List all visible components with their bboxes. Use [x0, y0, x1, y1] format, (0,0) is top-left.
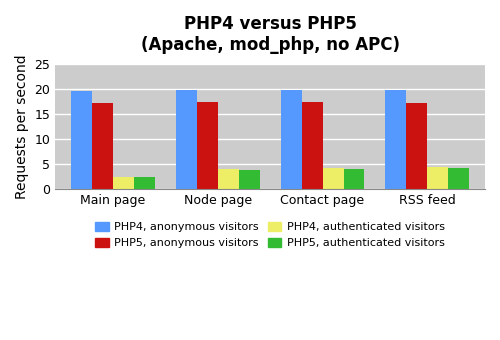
Bar: [302, 102, 322, 189]
Bar: [92, 103, 113, 189]
Bar: [386, 90, 406, 189]
Bar: [448, 168, 469, 189]
Bar: [344, 169, 364, 189]
Bar: [428, 167, 448, 189]
Title: PHP4 versus PHP5
(Apache, mod_php, no APC): PHP4 versus PHP5 (Apache, mod_php, no AP…: [140, 15, 400, 54]
Bar: [280, 90, 301, 189]
Bar: [197, 102, 218, 189]
Bar: [176, 90, 197, 189]
Bar: [113, 177, 134, 189]
Bar: [218, 169, 238, 189]
Legend: PHP4, anonymous visitors, PHP5, anonymous visitors, PHP4, authenticated visitors: PHP4, anonymous visitors, PHP5, anonymou…: [91, 218, 449, 253]
Y-axis label: Requests per second: Requests per second: [15, 54, 29, 199]
Bar: [238, 170, 260, 189]
Bar: [322, 168, 344, 189]
Bar: [134, 177, 155, 189]
Bar: [406, 103, 428, 189]
Bar: [71, 91, 92, 189]
